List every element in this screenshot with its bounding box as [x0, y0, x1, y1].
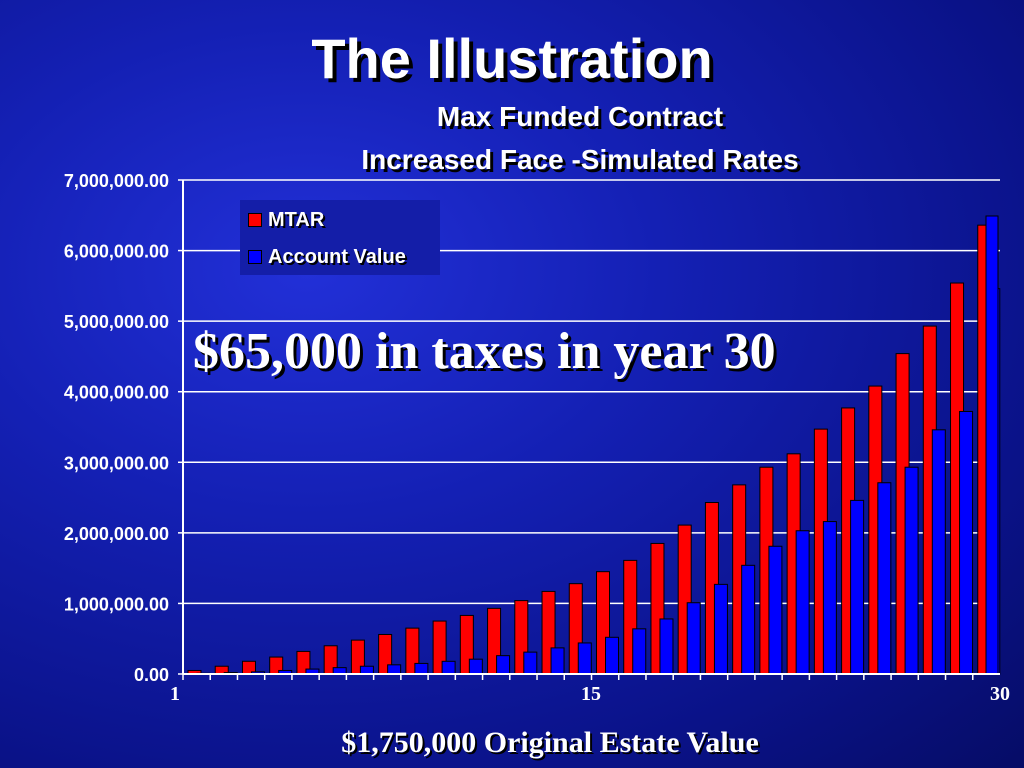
- bar-account-value: [741, 564, 756, 675]
- legend-swatch-mtar: [248, 213, 262, 227]
- bar-account-value: [659, 618, 674, 675]
- y-tick-label: 5,000,000.00: [64, 312, 169, 332]
- bar-account-value: [387, 664, 402, 675]
- x-axis-label: $1,750,000 Original Estate Value: [341, 726, 759, 759]
- bar-account-value: [605, 636, 619, 675]
- bar-account-value: [686, 602, 701, 675]
- bar-account-value: [550, 647, 565, 675]
- bar-account-value: [985, 215, 999, 675]
- bar-account-value: [468, 658, 483, 675]
- bar-account-value: [577, 642, 592, 675]
- tick-labels: 0.00 1,000,000.00 2,000,000.00 3,000,000.00…: [64, 171, 1010, 705]
- bar-account-value: [441, 660, 456, 675]
- slide-title: The Illustration: [311, 27, 713, 90]
- legend-item-mtar: MTAR: [248, 208, 324, 232]
- bar-account-value: [931, 429, 946, 675]
- bar-account-value: [523, 651, 538, 675]
- chart-title-line-1: Max Funded Contract: [436, 101, 724, 132]
- chart-title-line-2: Increased Face -Simulated Rates: [361, 144, 799, 175]
- bar-account-value: [822, 521, 837, 675]
- bar-account-value: [959, 410, 974, 675]
- bar-account-value: [904, 466, 919, 675]
- x-tick-label: 1: [170, 683, 180, 705]
- y-tick-label: 2,000,000.00: [64, 524, 169, 544]
- legend-item-account-value: Account Value: [248, 245, 406, 269]
- y-tick-label: 3,000,000.00: [64, 453, 169, 473]
- x-tick-label: 15: [581, 683, 601, 705]
- bar-account-value: [713, 583, 728, 675]
- bar-account-value: [359, 665, 374, 675]
- axes: [178, 179, 1000, 680]
- x-tick-label: 30: [990, 683, 1010, 705]
- tax-annotation: $65,000 in taxes in year 30: [193, 323, 776, 380]
- y-tick-label: 1,000,000.00: [64, 594, 169, 614]
- bar-account-value: [496, 655, 511, 675]
- bar-account-value: [768, 545, 783, 675]
- y-tick-label: 0.00: [134, 665, 169, 685]
- bar-account-value: [414, 662, 429, 675]
- bar-account-value: [850, 499, 865, 675]
- y-tick-label: 6,000,000.00: [64, 242, 169, 262]
- y-tick-label: 4,000,000.00: [64, 383, 169, 403]
- bar-account-value: [632, 628, 647, 675]
- legend: MTAR Account Value: [240, 200, 440, 275]
- bar-account-value: [877, 482, 892, 675]
- legend-swatch-account-value: [248, 250, 262, 264]
- bar-account-value: [795, 530, 810, 675]
- legend-label-mtar: MTAR: [268, 208, 325, 231]
- bars: [187, 215, 1001, 675]
- legend-label-account-value: Account Value: [268, 245, 406, 268]
- y-tick-label: 7,000,000.00: [64, 171, 169, 191]
